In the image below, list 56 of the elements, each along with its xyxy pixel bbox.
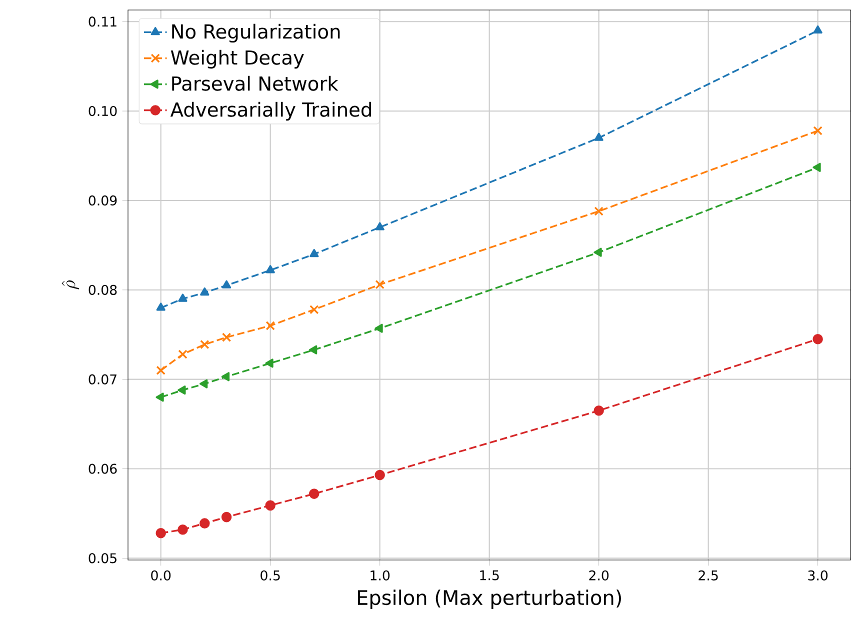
point — [594, 132, 604, 141]
point — [812, 334, 823, 344]
x-tick-label: 1.0 — [370, 570, 390, 580]
legend-label: No Regularization — [172, 24, 340, 43]
point — [200, 379, 208, 388]
point — [309, 345, 318, 354]
y-tick-label: 0.10 — [88, 106, 117, 116]
point — [594, 206, 604, 216]
point — [156, 528, 166, 538]
point — [265, 358, 274, 368]
point — [374, 324, 383, 333]
point — [266, 265, 275, 274]
point — [375, 280, 384, 290]
point — [222, 332, 232, 342]
point — [200, 340, 210, 350]
point — [200, 287, 210, 296]
point — [374, 470, 385, 480]
legend-label: Parseval Network — [172, 76, 338, 91]
x-tick-label: 0.5 — [260, 570, 280, 580]
point — [266, 321, 275, 330]
point — [309, 488, 320, 499]
point — [178, 350, 188, 359]
point — [178, 386, 186, 395]
point — [813, 126, 822, 136]
point — [594, 248, 602, 257]
point — [200, 518, 210, 528]
point — [265, 500, 276, 511]
point — [156, 366, 166, 376]
point — [178, 294, 188, 302]
legend-label: Adversarially Trained — [170, 102, 371, 121]
x-tick-label: 2.0 — [589, 570, 609, 580]
x-tick-label: 0.0 — [151, 570, 171, 580]
point — [310, 248, 319, 258]
y-tick-label: 0.05 — [88, 553, 116, 564]
legend-label: Weight Decay — [170, 50, 304, 69]
point — [222, 280, 232, 288]
y-tick-label: 0.11 — [88, 16, 116, 27]
x-tick-label: 1.5 — [480, 570, 499, 580]
y-tick-label: 0.06 — [88, 464, 117, 474]
point — [221, 512, 232, 522]
point — [156, 302, 166, 311]
y-tick-label: 0.08 — [88, 284, 117, 295]
point — [594, 406, 604, 416]
point — [310, 304, 319, 314]
point — [375, 222, 384, 230]
point — [156, 392, 164, 402]
y-tick-label: 0.09 — [88, 195, 117, 206]
x-axis-title: Epsilon (Max perturbation) — [358, 590, 621, 609]
y-axis-title: $\hat{\rho}$ — [62, 280, 80, 290]
point — [178, 524, 188, 535]
x-tick-label: 2.5 — [698, 570, 718, 580]
x-tick-label: 3.0 — [808, 570, 828, 580]
point — [812, 162, 821, 172]
y-tick-label: 0.07 — [88, 374, 116, 384]
point — [221, 372, 230, 382]
point — [813, 25, 822, 34]
